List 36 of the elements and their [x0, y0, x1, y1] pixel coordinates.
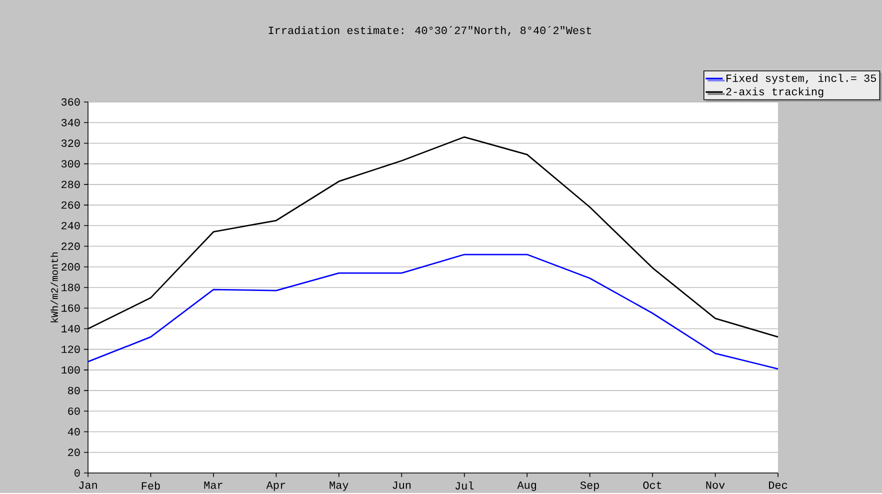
- y-tick-label: 40: [68, 428, 80, 436]
- y-tick-label: 360: [61, 98, 80, 106]
- x-tick-label: Apr: [266, 481, 286, 491]
- legend-label: 2-axis tracking: [726, 87, 824, 98]
- y-tick-label: 240: [62, 222, 80, 230]
- x-tick-label: May: [330, 481, 348, 491]
- y-tick-label: 200: [62, 262, 80, 270]
- x-tick-label: Aug: [517, 481, 536, 491]
- y-tick-label: 320: [61, 139, 80, 147]
- x-tick-label: Jun: [392, 481, 411, 489]
- y-tick-label: 120: [62, 345, 80, 353]
- x-tick-label: Sep: [580, 481, 599, 491]
- legend-label: Fixed system, incl.= 35: [726, 74, 876, 84]
- y-tick-label: 160: [62, 304, 80, 312]
- line-series: [87, 254, 779, 370]
- y-tick-label: 100: [62, 366, 80, 374]
- x-tick-label: Mar: [204, 481, 222, 489]
- y-tick-label: 0: [74, 469, 80, 476]
- x-tick-label: Nov: [706, 481, 725, 489]
- chart-title: Irradiation estimate: 40°30´27"North, 8°40´2"West: [268, 26, 592, 36]
- y-tick-label: 340: [61, 118, 80, 126]
- x-tick-label: Jan: [79, 481, 97, 489]
- y-tick-label: 260: [62, 201, 80, 209]
- y-tick-label: 20: [68, 448, 80, 456]
- y-tick-label: 300: [61, 160, 80, 168]
- y-tick-label: 80: [68, 386, 80, 394]
- y-tick-label: 280: [62, 180, 80, 188]
- x-tick-label: Feb: [142, 481, 160, 490]
- x-tick-label: Dec: [769, 481, 788, 489]
- x-tick-label: Oct: [643, 481, 662, 489]
- y-tick-label: 220: [62, 242, 80, 250]
- x-tick-label: Jul: [455, 481, 474, 490]
- y-tick-label: 60: [68, 407, 80, 415]
- y-tick-label: 180: [62, 284, 80, 291]
- y-axis-title: kWh/m2/month: [50, 252, 58, 322]
- y-tick-label: 140: [62, 324, 80, 332]
